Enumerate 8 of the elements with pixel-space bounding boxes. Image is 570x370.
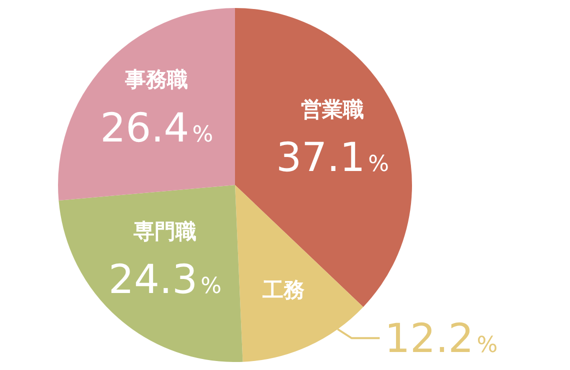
data-label: 26.4% xyxy=(100,105,214,152)
slice-label: 専門職 xyxy=(132,219,197,244)
slice-label: 工務 xyxy=(261,278,304,302)
data-label: 37.1% xyxy=(276,135,390,182)
slice-label: 事務職 xyxy=(124,68,188,92)
data-label: 24.3% xyxy=(108,256,222,303)
data-label: 12.2% xyxy=(384,316,498,362)
slice-label: 営業職 xyxy=(301,98,364,122)
